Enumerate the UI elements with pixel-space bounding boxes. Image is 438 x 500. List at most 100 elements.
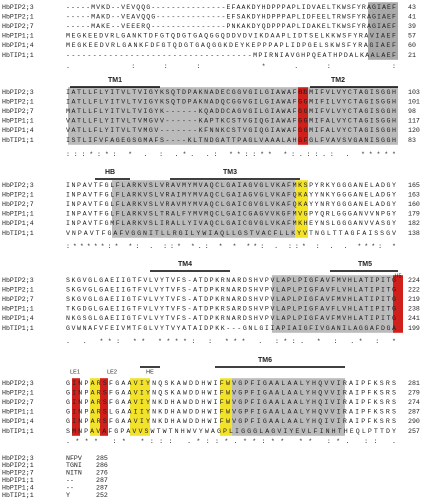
sequence-name: HbPIP2;1 [2, 13, 34, 20]
sequence-name: HbPIP2;7 [2, 108, 34, 115]
sequence: GVWNAFVFEIVMTFGLVYTVYATAIDPKK---GNLGIIAP… [66, 325, 396, 332]
domain-label: TM6 [258, 357, 272, 364]
sequence: INPAVTFGLFLARKVSLVRAVMYMVAQCLGAIAGVGLVKA… [66, 182, 396, 189]
residue-number: 274 [408, 399, 420, 406]
sequence: NITN [66, 470, 82, 477]
sequence: Y [66, 492, 70, 499]
sequence: NKGSGLGAEIIGTFVLVYTVFS-ATDPKRNARDSHVPVLA… [66, 315, 396, 322]
sequence: -----MAKD--VEAVQQG--------------EFSAKDYH… [66, 13, 396, 20]
sequence-name: HbPIP2;3 [2, 380, 34, 387]
sequence-name: HbTIP1;1 [2, 52, 34, 59]
shading [295, 180, 308, 238]
sequence-name: HbTIP1;1 [2, 428, 34, 435]
shading [393, 275, 403, 333]
sequence-name: HbPIP2;7 [2, 23, 34, 30]
sequence: INPAVTFGMFLARKVSLIRALLYIVAQCLGAICGVGLVKA… [66, 220, 396, 227]
residue-number: 60 [408, 42, 416, 49]
shading [112, 180, 295, 238]
shading [298, 87, 308, 145]
sequence-name: HbPIP2;1 [2, 191, 34, 198]
residue-number: 290 [408, 418, 420, 425]
residue-number: 160 [408, 201, 420, 208]
residue-number: 98 [408, 108, 416, 115]
residue-number: 179 [408, 211, 420, 218]
residue-number: 224 [408, 277, 420, 284]
sequence: INPAVTFGLFLARKVSLVRAVMYMVAQCLGAICGVGLVKA… [66, 201, 396, 208]
residue-number: 238 [408, 306, 420, 313]
sequence-name: HbPIP1;4 [2, 127, 34, 134]
residue-number: 57 [408, 33, 416, 40]
sequence: -- [66, 477, 74, 484]
sequence-name: HbPIP2;3 [2, 455, 34, 462]
shading [100, 378, 108, 436]
shading [232, 378, 345, 436]
domain-label: HE [146, 369, 154, 375]
residue-number: 21 [408, 52, 416, 59]
sequence: TKGDGLGAEIIGTFVLVYTVFS-ATDPKRSARDSHVPVLA… [66, 306, 396, 313]
sequence-name: HbPIP1;1 [2, 33, 34, 40]
sequence-name: HbPIP1;4 [2, 220, 34, 227]
consensus: :*****:* *: . ::* *.: * * **: . ::* : . … [66, 243, 396, 250]
sequence-name: HbPIP2;1 [2, 286, 34, 293]
sequence-name: HbPIP2;3 [2, 4, 34, 11]
residue-number: 138 [408, 230, 420, 237]
residue-number: 103 [408, 89, 420, 96]
sequence: -----------------------------------MPIRN… [66, 52, 396, 59]
residue-number: 257 [408, 428, 420, 435]
domain-label: TM3 [223, 169, 237, 176]
consensus: .*** :* *::: .*::*.**:** ** :*. :: . [66, 438, 396, 445]
sequence: IATLLFLYITVLTVIGYKSQTDPAKNADECGGVGILGIAW… [66, 89, 396, 96]
sequence-name: HbPIP2;7 [2, 296, 34, 303]
residue-number: 286 [96, 462, 108, 469]
sequence: -- [66, 484, 74, 491]
sequence-name: HbPIP2;1 [2, 98, 34, 105]
sequence: -----MAKE--VEEERQ---------------PNKAKDYQ… [66, 23, 396, 30]
sequence-name: HbPIP1;1 [2, 211, 34, 218]
residue-number: 222 [408, 286, 420, 293]
consensus: :::*:*: * . : .*. .: **::** *:.::.: . **… [66, 151, 396, 158]
residue-number: 165 [408, 182, 420, 189]
sequence: IATLLFLYITVLTVIGYKSQTDPAKNADQCGGVGILGIAW… [66, 98, 396, 105]
sequence: MEGKEEDVRLGANKTDFGTQDGTGAQGGQDDVDVIKDAAP… [66, 33, 396, 40]
shading [130, 378, 150, 436]
domain-label: TM4 [178, 261, 192, 268]
sequence-name: HbTIP1;1 [2, 325, 34, 332]
sequence-name: HbTIP1;1 [2, 137, 34, 144]
residue-number: 276 [96, 470, 108, 477]
sequence: INPAVTFGLFLARKVSLVRAIMYMVAQCLGAIAGVGLVKA… [66, 191, 396, 198]
sequence-name: HbPIP2;3 [2, 277, 34, 284]
residue-number: 163 [408, 191, 420, 198]
sequence-name: HbPIP1;1 [2, 118, 34, 125]
residue-number: 41 [408, 13, 416, 20]
sequence-name: HbPIP2;1 [2, 389, 34, 396]
residue-number: 39 [408, 23, 416, 30]
sequence: MEGKEEDVRLGANKFDFGTQDGTGAQGGKDEYKEPPPAPL… [66, 42, 396, 49]
sequence: -----MVKD--VEVQQG---------------EFAAKDYH… [66, 4, 396, 11]
residue-number: 120 [408, 127, 420, 134]
sequence-name: HbPIP2;7 [2, 399, 34, 406]
sequence: NFPV [66, 455, 82, 462]
domain-label: TM2 [331, 77, 345, 84]
residue-number: 43 [408, 4, 416, 11]
shading [220, 378, 232, 436]
residue-number: 101 [408, 98, 420, 105]
residue-number: 199 [408, 325, 420, 332]
sequence: TGNI [66, 462, 82, 469]
sequence-name: HbPIP1;1 [2, 477, 34, 484]
domain-label: LE2 [107, 369, 117, 375]
sequence: SKGVGLGAEIIGTFVLVYTVFS-ATDPKRNARDSHVPVLA… [66, 277, 396, 284]
residue-number: 252 [96, 492, 108, 499]
residue-number: 182 [408, 220, 420, 227]
sequence: ISTLIFVFAGEGSGMAFS----KLTNDGATTPAGLVAAAL… [66, 137, 396, 144]
shading [90, 378, 100, 436]
sequence: VATLLFLYITVLTVMGVV------KAPTKCSTVGIQGIAW… [66, 118, 396, 125]
sequence: MATLLFLYITVLTVIGYK------KQADDCAGVGILGIAW… [66, 108, 396, 115]
sequence-name: HbPIP2;3 [2, 89, 34, 96]
domain-label: TM1 [108, 77, 122, 84]
sequence-name: HbPIP1;1 [2, 409, 34, 416]
residue-number: 287 [408, 409, 420, 416]
domain-label: HB [105, 169, 115, 176]
sequence-name: HbPIP1;1 [2, 306, 34, 313]
sequence-name: HbPIP1;4 [2, 315, 34, 322]
